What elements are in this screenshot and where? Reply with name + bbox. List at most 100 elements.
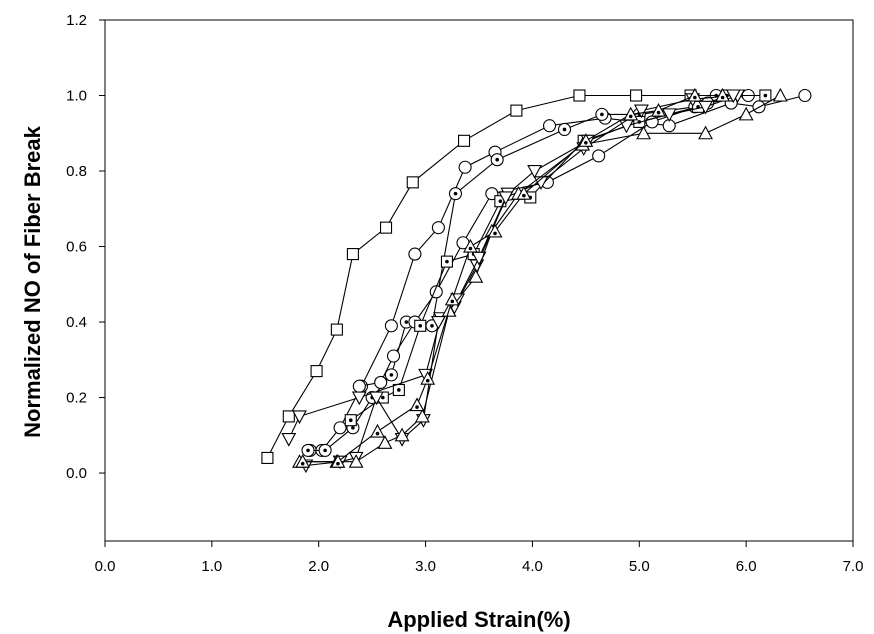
data-point-square (510, 104, 523, 117)
y-tick-label: 0.6 (66, 239, 87, 256)
data-point-triangle (772, 87, 788, 102)
data-point-triangle (651, 102, 666, 117)
series-layer (261, 87, 812, 474)
series-line (359, 94, 749, 387)
data-point-center-dot (562, 127, 567, 132)
data-point-square (457, 134, 471, 147)
data-point-center-dot (430, 324, 434, 328)
x-tick-label: 5.0 (629, 558, 650, 575)
data-point-triangle (463, 238, 478, 253)
data-point-triangle-down (633, 104, 649, 119)
data-point-triangle (698, 125, 713, 140)
data-point-center-dot (450, 299, 455, 304)
data-point-triangle-down (292, 410, 307, 425)
data-point-circle (408, 247, 422, 261)
data-point-triangle (715, 87, 731, 102)
x-tick-label: 4.0 (522, 558, 543, 575)
data-point-center-dot (468, 246, 473, 251)
data-point-square (573, 89, 586, 102)
data-point-triangle (420, 371, 436, 385)
data-point-circle (798, 88, 812, 103)
data-point-center-dot (348, 418, 353, 422)
data-point-circle (352, 379, 366, 393)
series-line (299, 95, 781, 463)
data-point-triangle (409, 397, 425, 412)
data-point-triangle (516, 186, 532, 200)
data-point-square (282, 410, 295, 423)
series-line (266, 94, 691, 459)
data-point-triangle-down (430, 315, 446, 330)
data-point-center-dot (693, 95, 697, 100)
series-9 (295, 87, 731, 468)
data-point-circle (592, 149, 606, 163)
data-point-center-dot (495, 157, 499, 162)
data-point-center-dot (397, 388, 401, 392)
data-point-center-dot (628, 114, 633, 119)
data-point-center-dot (720, 95, 725, 100)
data-point-triangle (295, 454, 311, 468)
data-point-triangle-down (281, 433, 297, 447)
data-point-center-dot (306, 448, 310, 453)
data-point-triangle (578, 133, 594, 147)
data-point-center-dot (522, 193, 526, 198)
data-point-triangle (487, 223, 503, 238)
data-point-center-dot (381, 395, 385, 400)
data-point-circle (458, 160, 472, 174)
data-point-square (346, 248, 359, 261)
data-point-triangle-down (498, 191, 514, 206)
x-tick-label: 0.0 (95, 558, 116, 575)
y-tick-label: 1.2 (66, 12, 87, 29)
data-point-triangle (444, 291, 460, 306)
data-point-triangle-down (619, 119, 634, 134)
data-point-center-dot (493, 231, 497, 236)
y-tick-label: 0.2 (66, 390, 87, 407)
x-tick-label: 6.0 (736, 558, 757, 575)
data-point-triangle-down (725, 89, 741, 104)
data-point-triangle-down (527, 164, 542, 179)
series-line (305, 94, 734, 467)
data-point-triangle (687, 87, 703, 102)
plot-frame (104, 19, 854, 542)
x-tick-label: 7.0 (843, 558, 864, 575)
data-point-triangle-down (351, 391, 367, 406)
data-point-circle (542, 119, 557, 133)
data-point-center-dot (584, 141, 588, 145)
data-point-square (261, 451, 274, 464)
series-5 (344, 89, 772, 427)
data-point-center-dot (389, 373, 394, 377)
ticks-layer: 0.0 1.0 2.0 3.0 4.0 5.0 6.0 7.0 0.0 0.2 0.4 0.6 0.8 1… (66, 12, 863, 575)
data-point-center-dot (300, 461, 305, 466)
data-point-triangle (330, 454, 346, 468)
y-tick-label: 0.8 (66, 163, 87, 180)
data-point-center-dot (600, 112, 604, 117)
data-point-center-dot (404, 320, 409, 324)
y-tick-label: 1.0 (66, 88, 87, 105)
y-tick-label: 0.4 (66, 314, 87, 331)
data-point-circle (386, 349, 401, 363)
data-point-circle (384, 319, 398, 333)
x-tick-label: 2.0 (308, 558, 329, 575)
data-point-triangle (636, 125, 651, 140)
data-point-triangle (738, 106, 754, 121)
data-point-triangle (348, 454, 364, 468)
data-point-triangle (370, 423, 385, 438)
data-point-triangle-down (368, 391, 384, 406)
data-point-center-dot (498, 199, 503, 204)
x-axis-title: Applied Strain(%) (387, 607, 570, 632)
data-point-center-dot (453, 191, 458, 196)
x-tick-label: 1.0 (201, 558, 222, 575)
data-point-square (330, 323, 343, 336)
y-axis-title: Normalized NO of Fiber Break (20, 125, 45, 438)
data-point-triangle (623, 106, 639, 121)
data-point-center-dot (415, 405, 419, 409)
data-point-center-dot (323, 448, 327, 453)
data-point-triangle-down (661, 108, 677, 123)
data-point-square (310, 365, 323, 378)
data-point-square (630, 89, 643, 102)
data-point-center-dot (351, 425, 355, 430)
data-point-center-dot (336, 461, 340, 466)
series-line (302, 94, 723, 463)
data-point-center-dot (656, 110, 661, 115)
data-point-center-dot (375, 431, 380, 436)
